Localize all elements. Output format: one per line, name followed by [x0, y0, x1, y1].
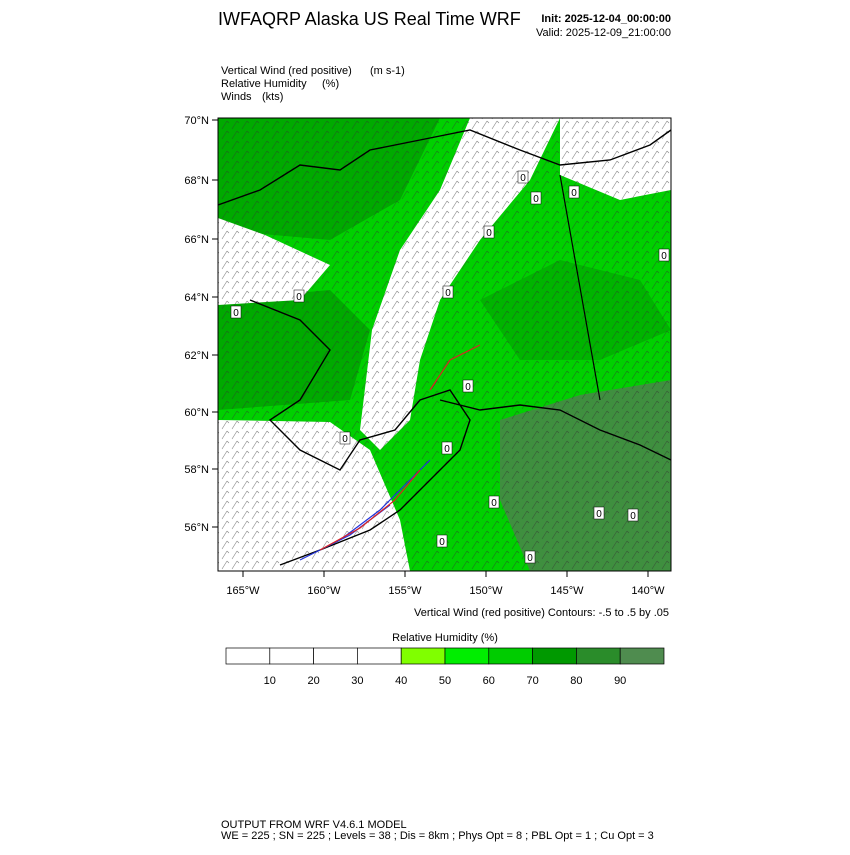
colorbar-box: [313, 647, 358, 665]
field-name: Winds: [221, 91, 252, 103]
map-frame: [217, 117, 672, 572]
lon-label: 140°W: [631, 585, 665, 597]
lon-label: 150°W: [469, 585, 503, 597]
colorbar-label: 80: [570, 675, 582, 687]
colorbar-label: 30: [351, 675, 363, 687]
contour-label-box: [462, 379, 474, 393]
contour-label-box: [293, 289, 305, 303]
lat-label: 60°N: [184, 407, 209, 419]
colorbar-box: [357, 647, 402, 665]
contour-label-box: [530, 191, 542, 205]
contour-label: 0: [233, 308, 239, 319]
lat-label: 58°N: [184, 464, 209, 476]
contour-label-box: [593, 506, 605, 520]
border: [559, 174, 601, 401]
colorbar-label: 60: [483, 675, 495, 687]
lon-label: 155°W: [388, 585, 422, 597]
contour-label-box: [442, 285, 454, 299]
contour-label-box: [524, 550, 536, 564]
colorbar-box: [576, 647, 621, 665]
lat-label: 66°N: [184, 234, 209, 246]
field-list: Vertical Wind (red positive) (m s-1) Rel…: [221, 65, 405, 103]
contour-note: Vertical Wind (red positive) Contours: -…: [414, 607, 669, 619]
colorbar-box: [488, 647, 533, 665]
colorbar-box: [225, 647, 271, 665]
contour-label-box: [339, 431, 351, 445]
field-name: Relative Humidity: [221, 78, 307, 90]
field-units: (m s-1): [370, 65, 405, 77]
title: IWFAQRP Alaska US Real Time WRF: [218, 9, 521, 29]
lon-label: 165°W: [226, 585, 260, 597]
valid-time: Valid: 2025-12-09_21:00:00: [536, 27, 671, 39]
footer-line: OUTPUT FROM WRF V4.6.1 MODEL: [221, 819, 407, 831]
colorbar-title: Relative Humidity (%): [392, 632, 498, 644]
contour-positive: [319, 344, 481, 551]
colorbar-box: [269, 647, 314, 665]
colorbar-label: 10: [264, 675, 276, 687]
lat-label: 62°N: [184, 350, 209, 362]
lat-label: 64°N: [184, 292, 209, 304]
contour-label: 0: [439, 537, 445, 548]
colorbar-box: [444, 647, 490, 665]
contour-label: 0: [465, 382, 471, 393]
colorbar-box: [400, 647, 446, 665]
lat-label: 70°N: [184, 115, 209, 127]
coastline: [218, 129, 671, 566]
contour-label: 0: [527, 553, 533, 564]
contour-label: 0: [491, 498, 497, 509]
contour-label: 0: [571, 188, 577, 199]
contour-label: 0: [661, 251, 667, 262]
contour-label-box: [441, 441, 453, 455]
contour-label-box: [627, 508, 639, 522]
colorbar-box: [619, 647, 665, 665]
field-name: Vertical Wind (red positive): [221, 65, 352, 77]
field-units: (kts): [262, 91, 283, 103]
colorbar-label: 20: [307, 675, 319, 687]
contour-label: 0: [533, 194, 539, 205]
contour-label: 0: [486, 228, 492, 239]
contour-label: 0: [444, 444, 450, 455]
colorbar-label: 50: [439, 675, 451, 687]
map-labels: 70°N 68°N 66°N 64°N 62°N 60°N 58°N 56°N 165°W 160…: [184, 115, 665, 597]
lon-label: 145°W: [550, 585, 584, 597]
contour-label: 0: [342, 434, 348, 445]
contour-label-box: [230, 305, 242, 319]
colorbar-box: [532, 647, 577, 665]
contour-label: 0: [445, 288, 451, 299]
contour-label-box: [517, 170, 529, 184]
colorbar-label: 40: [395, 675, 407, 687]
contour-label-box: [436, 534, 448, 548]
contour-label-box: [488, 495, 500, 509]
colorbar-label: 90: [614, 675, 626, 687]
contour-label: 0: [596, 509, 602, 520]
contour-label: 0: [296, 292, 302, 303]
colorbar-label: 70: [526, 675, 538, 687]
lat-label: 68°N: [184, 175, 209, 187]
footer-line: WE = 225 ; SN = 225 ; Levels = 38 ; Dis …: [221, 830, 654, 842]
contour-label: 0: [630, 511, 636, 522]
contour-label-box: [658, 248, 670, 262]
init-time: Init: 2025-12-04_00:00:00: [541, 13, 671, 25]
field-units: (%): [322, 78, 339, 90]
lat-label: 56°N: [184, 522, 209, 534]
contour-label-box: [483, 225, 495, 239]
lon-label: 160°W: [307, 585, 341, 597]
colorbar: 10 20 30 40 50 60 70 80 90: [225, 647, 665, 687]
contour-label-box: [568, 185, 580, 199]
wind-barbs: [218, 118, 671, 571]
contour-label: 0: [520, 173, 526, 184]
